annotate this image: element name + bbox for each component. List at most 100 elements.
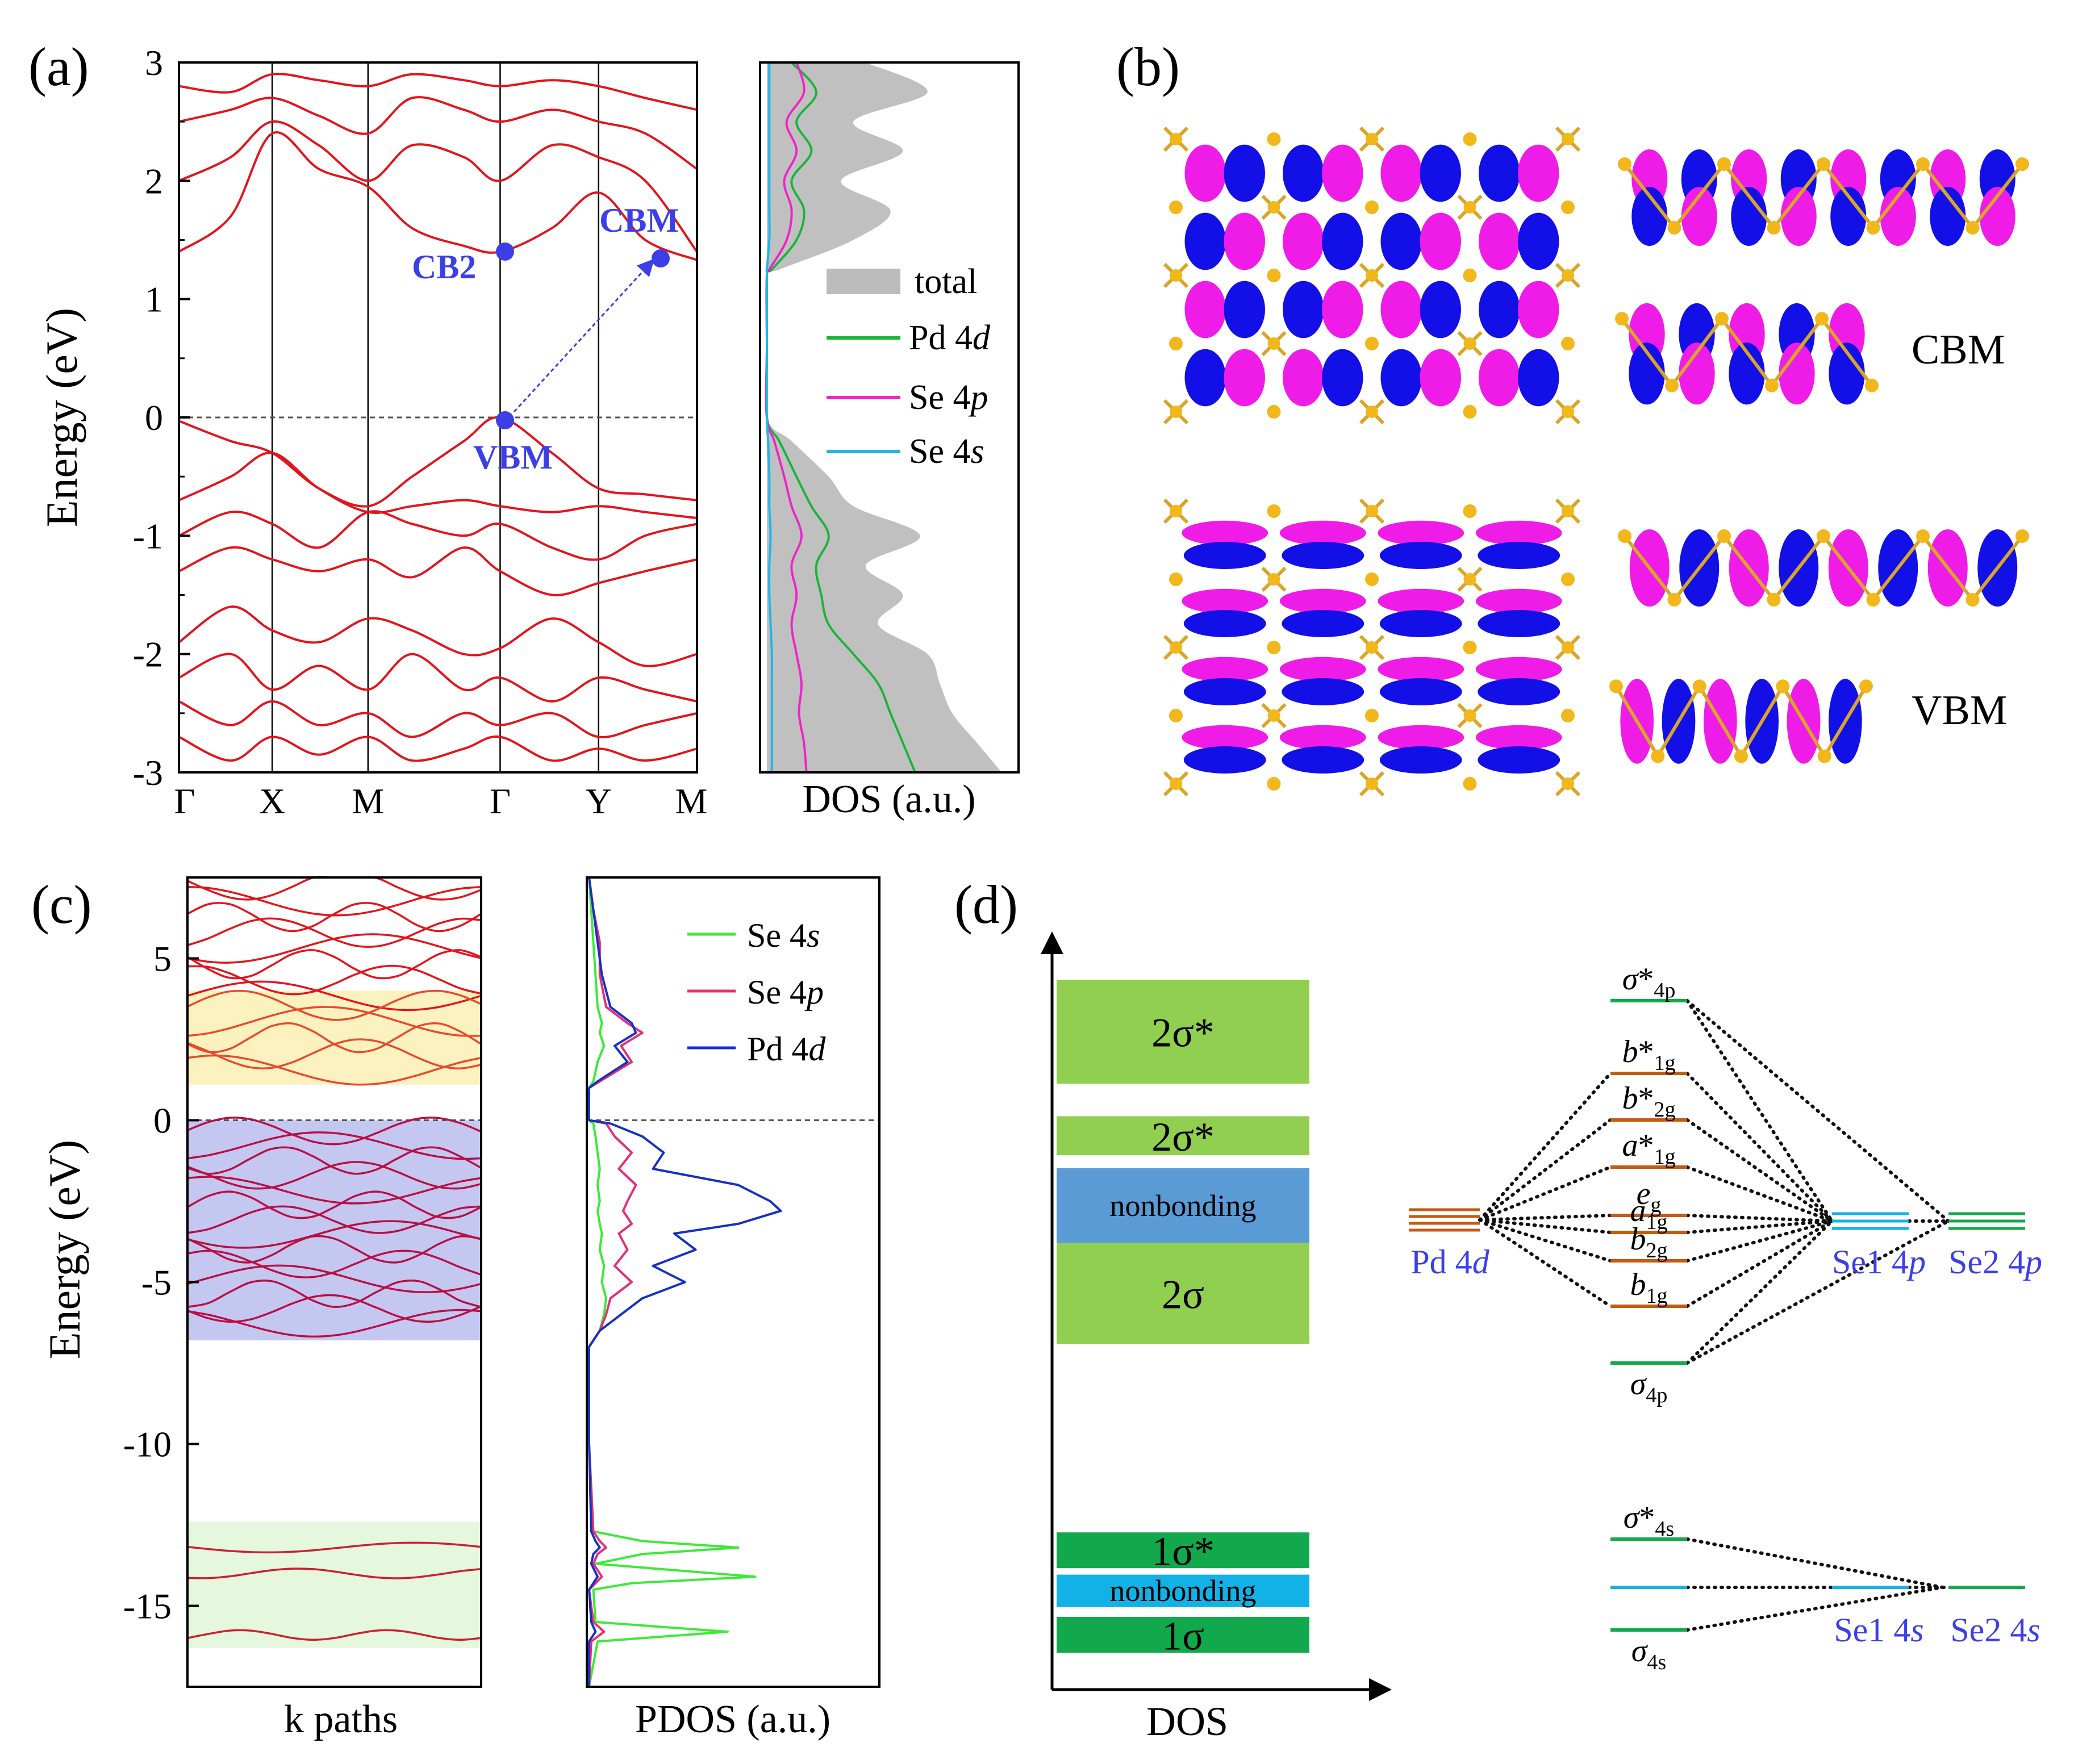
correlation-line [1478, 1218, 1612, 1308]
orbital-lobe [1279, 588, 1366, 613]
se-atom [1561, 337, 1575, 350]
correlation-line [1685, 1214, 1834, 1223]
atomic-level-label: Se1 4s [1834, 1611, 1923, 1649]
pdos-line-se4p [588, 877, 644, 1687]
se-atom [1767, 221, 1781, 235]
se-atom [1366, 505, 1378, 517]
dos-frame [759, 61, 1020, 774]
cbm-side-view [1615, 149, 2029, 405]
orbital-lobe [1322, 144, 1363, 202]
atom-orbital: s [2027, 1611, 2040, 1649]
correlation-line [1685, 1219, 1950, 1365]
orbital-lobe [1224, 144, 1265, 202]
se-atom [1562, 133, 1574, 145]
bond-chain [1620, 316, 1873, 388]
se-atom [1267, 269, 1281, 282]
mo-star: * [1638, 1128, 1654, 1163]
se-atom [1615, 312, 1629, 326]
correlation-line [1685, 1586, 1944, 1632]
se-atom [1767, 593, 1781, 607]
se-atom [1561, 200, 1575, 214]
orbital-lobe [1184, 144, 1226, 202]
legend-se4s-label: Se 4s [909, 432, 984, 471]
se-atom [1618, 157, 1631, 171]
mo-subscript: 1g [1646, 1210, 1668, 1234]
orbital-lobe [1282, 746, 1364, 774]
se-atom [1463, 132, 1477, 146]
orbital-lobe [1880, 187, 1916, 246]
se-atom [1170, 269, 1182, 282]
mo-level-label: b2g [1630, 1222, 1668, 1263]
se-atom [1561, 709, 1575, 722]
a-dos-xlabel: DOS (a.u.) [802, 778, 975, 821]
orbital-lobe [1322, 212, 1363, 270]
cbm-top-view [1163, 126, 1581, 425]
panel-b-vbm-label: VBM [1912, 687, 2008, 734]
se-atom [1692, 679, 1706, 693]
band-line-cb3 [178, 96, 698, 170]
orbital-lobe [1420, 349, 1461, 407]
se-atom [1866, 593, 1880, 607]
orbital-lobe [1979, 187, 2015, 246]
se-atom [1463, 777, 1477, 791]
dos-block [1057, 1617, 1309, 1653]
band-line-vb7 [178, 700, 698, 738]
correlation-line [1685, 999, 1950, 1223]
band-line [187, 885, 482, 917]
mo-base: σ [1622, 962, 1639, 997]
cb2-label: CB2 [412, 248, 476, 286]
legend-total-swatch [827, 269, 900, 294]
band-line [187, 1629, 482, 1641]
se-atom [1562, 269, 1574, 282]
mo-level-label: b*1g [1622, 1034, 1676, 1075]
mo-star: * [1639, 1500, 1655, 1535]
band-lines [178, 73, 698, 762]
band-line [187, 1235, 482, 1264]
k-point-label: M [352, 781, 384, 821]
k-point-label: X [259, 781, 285, 821]
se-atom [1965, 593, 1980, 607]
band-line [187, 949, 482, 980]
se-atom [1366, 641, 1378, 654]
c-xlabel: k paths [284, 1698, 398, 1741]
atom-orbital: d [1472, 1243, 1490, 1281]
se-atom [1667, 593, 1681, 607]
se-atom [1916, 157, 1930, 171]
vbm-side-view [1609, 529, 2029, 764]
band-line [187, 1022, 482, 1054]
band-line [187, 1117, 482, 1146]
orbital-lobe [1183, 746, 1266, 774]
correlation-line [1685, 999, 1834, 1223]
correlation-line [1685, 1219, 1834, 1234]
band-line-cb1 [178, 131, 698, 261]
se-atom [1366, 133, 1378, 145]
k-point-label: M [675, 781, 708, 821]
dos-block [1057, 1116, 1309, 1156]
mo-level-label: b*2g [1622, 1081, 1676, 1122]
se-atom [1169, 337, 1183, 350]
se-atom [1817, 529, 1830, 543]
band-line [187, 1567, 482, 1579]
orbital-lobe [1183, 678, 1266, 705]
band-line-vb6 [178, 653, 698, 703]
orbital-lobe [1380, 212, 1422, 270]
se-atom [1170, 641, 1182, 654]
mo-subscript: 2g [1654, 1098, 1676, 1122]
y-tick-label: -3 [133, 753, 163, 793]
band-line-vb5 [178, 605, 698, 667]
se-atom [1765, 378, 1779, 392]
se-atom [1463, 201, 1476, 214]
atomic-level-label: Se1 4p [1832, 1243, 1926, 1281]
band-line [187, 876, 482, 901]
legend-pd4d-label: Pd 4d [747, 1030, 826, 1068]
panel-b-label: (b) [1116, 36, 1180, 97]
orbital-lobe [1475, 588, 1562, 613]
orbital-lobe [1830, 187, 1867, 246]
mo-star: * [1638, 1034, 1654, 1069]
band-line [187, 1279, 482, 1309]
se-atom [1817, 749, 1831, 763]
orbital-lobe [1224, 349, 1265, 407]
mo-star: * [1638, 1081, 1654, 1116]
c-pdos-frame [586, 876, 880, 1688]
orbital-lobe [1378, 588, 1464, 613]
